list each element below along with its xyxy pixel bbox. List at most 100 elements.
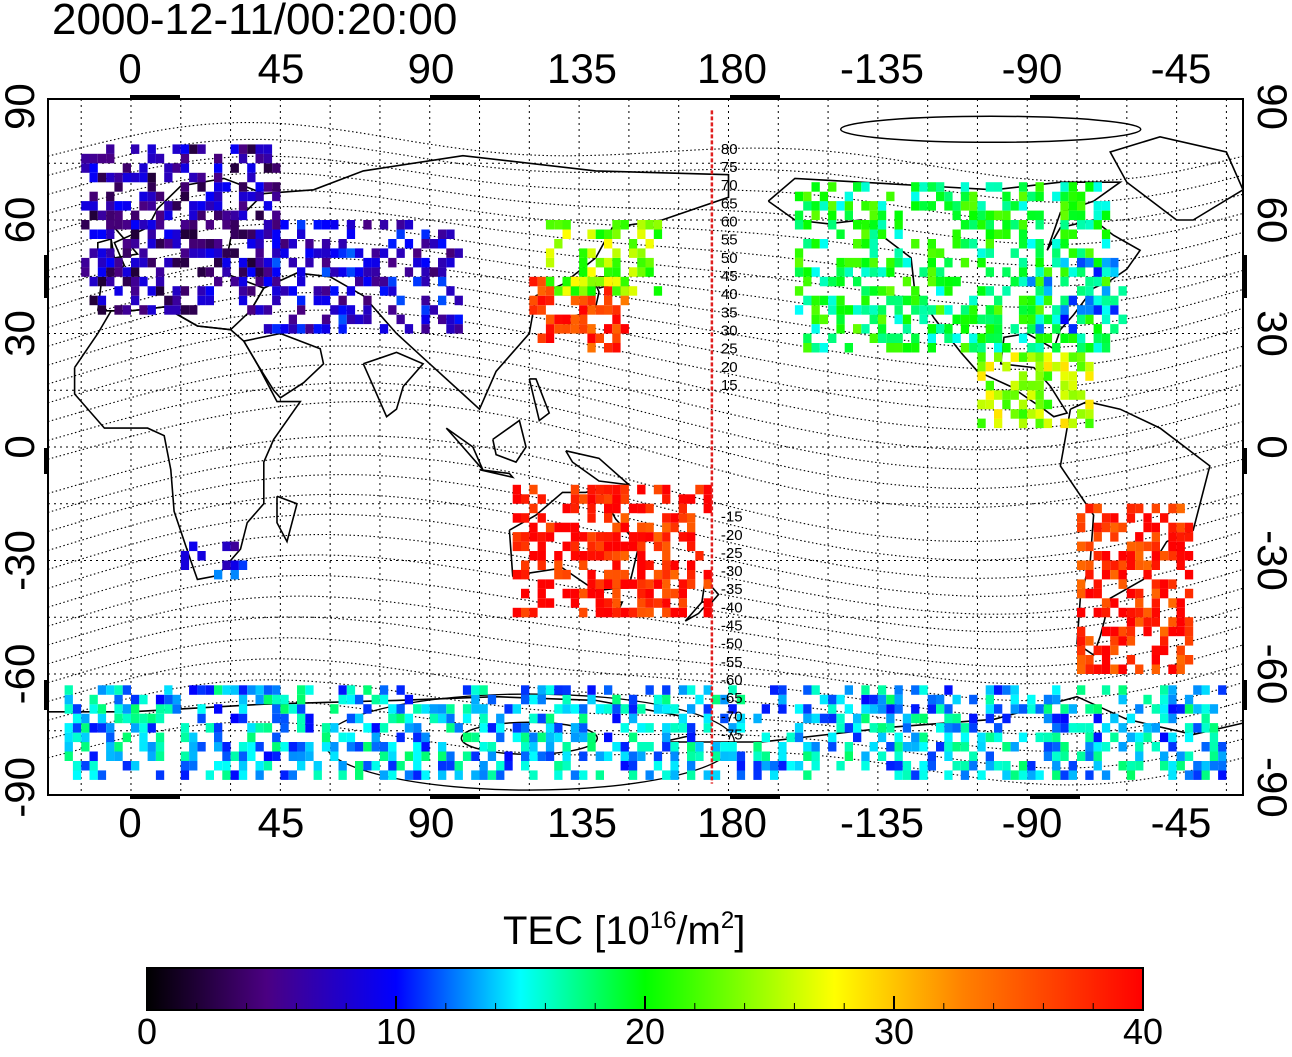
tec-cell <box>1010 324 1019 334</box>
tec-cell <box>131 704 140 714</box>
tec-cell <box>214 257 223 268</box>
tec-cell <box>1052 305 1061 315</box>
tec-cell <box>1160 636 1169 646</box>
coastline <box>362 351 425 418</box>
colorbar-tick-label: 40 <box>1122 1011 1164 1052</box>
tec-cell <box>919 770 928 780</box>
tec-cell <box>106 229 115 239</box>
tec-cell <box>155 153 165 164</box>
tec-cell <box>936 704 945 714</box>
contour-labels: 8075706560555045403530252015-15-20-25-30… <box>721 141 743 744</box>
tec-cell <box>960 314 970 325</box>
colorbar-title-mid: /m <box>676 909 721 953</box>
tec-cell <box>637 551 646 561</box>
tec-cell <box>189 172 198 183</box>
tec-cell <box>653 220 663 230</box>
tec-cell <box>64 751 73 761</box>
tec-cell <box>653 532 663 542</box>
tec-cell <box>512 513 521 523</box>
tec-cell <box>911 770 920 780</box>
tec-cell <box>396 685 405 695</box>
tec-cell <box>587 685 596 695</box>
tec-cell <box>363 742 372 752</box>
tec-cell <box>131 276 140 287</box>
tec-cell <box>438 742 447 752</box>
tec-cell <box>1118 579 1127 589</box>
tec-cell <box>612 276 621 287</box>
tec-cell <box>1077 286 1086 296</box>
tec-cell <box>960 723 970 733</box>
tec-cell <box>653 569 663 580</box>
tec-cell <box>778 685 787 695</box>
tec-cell <box>554 569 563 580</box>
contour-label: -25 <box>721 545 743 562</box>
tec-cell <box>803 191 812 202</box>
tec-cell <box>1143 541 1152 552</box>
tec-cell <box>612 248 621 258</box>
tec-cell <box>255 694 264 705</box>
tec-cell <box>753 770 762 780</box>
tec-cell <box>662 742 671 752</box>
lat-tick-label: 0 <box>0 435 43 458</box>
tec-cell <box>147 751 156 761</box>
tec-cell <box>72 713 82 724</box>
tec-cell <box>678 685 687 695</box>
tec-cell <box>164 694 173 705</box>
tec-cell <box>122 704 131 714</box>
tec-cell <box>960 257 970 268</box>
tec-cell <box>1184 569 1194 580</box>
tec-cell <box>255 770 264 780</box>
tec-cell <box>297 685 306 695</box>
tec-cell <box>1218 770 1227 780</box>
tec-cell <box>1101 314 1111 325</box>
tec-cell <box>1151 560 1160 570</box>
tec-cell <box>1077 655 1086 665</box>
tec-cell <box>836 201 845 211</box>
tec-cell <box>994 352 1003 362</box>
tec-cell <box>131 286 140 296</box>
tec-cell <box>446 751 455 761</box>
tec-cell <box>1052 742 1061 752</box>
tec-cell <box>1143 732 1152 743</box>
tec-cell <box>645 723 654 733</box>
tec-cell <box>305 257 314 268</box>
tec-cell <box>371 723 380 733</box>
tec-cell <box>628 694 638 705</box>
tec-cell <box>587 742 596 752</box>
tec-cell <box>911 343 920 353</box>
tec-cell <box>205 723 214 733</box>
tec-cell <box>164 305 173 315</box>
tec-cell <box>1077 210 1086 221</box>
tec-cell <box>579 248 588 258</box>
colorbar-tick-marks <box>146 996 1144 1010</box>
tec-cell <box>861 295 870 306</box>
tec-cell <box>106 751 115 761</box>
tec-cell <box>139 191 148 202</box>
tec-cell <box>587 532 596 542</box>
tec-cell <box>97 704 107 714</box>
tec-cell <box>1093 201 1102 211</box>
tec-cell <box>936 324 945 334</box>
tec-cell <box>1010 770 1019 780</box>
tec-cell <box>529 770 538 780</box>
contour-label: 25 <box>721 341 738 358</box>
tec-cell <box>371 742 380 752</box>
tec-cell <box>579 267 588 277</box>
tec-cell <box>89 248 98 258</box>
tec-cell <box>222 770 231 780</box>
tec-cell <box>861 267 870 277</box>
tec-cell <box>230 210 239 221</box>
tec-cell <box>819 713 829 724</box>
tec-cell <box>1077 191 1086 202</box>
tec-cell <box>1110 305 1119 315</box>
tec-cell <box>1018 182 1028 192</box>
tec-cell <box>346 267 356 277</box>
tec-cell <box>421 295 430 306</box>
contour-label: -60 <box>721 672 743 689</box>
tec-cell <box>1068 761 1077 771</box>
tec-cell <box>794 267 804 277</box>
tec-cell <box>189 751 198 761</box>
tec-cell <box>1151 664 1160 674</box>
tec-cell <box>205 248 214 258</box>
tec-cell <box>1135 588 1144 599</box>
